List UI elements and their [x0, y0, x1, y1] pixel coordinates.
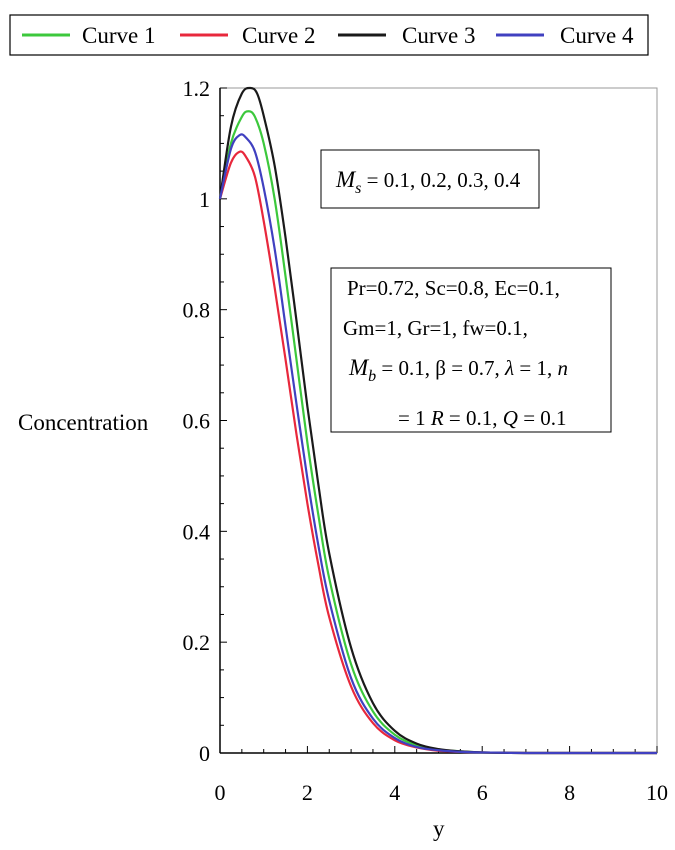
y-tick-label: 0.8: [183, 298, 211, 323]
x-tick-label: 6: [477, 780, 488, 805]
x-tick-label: 10: [646, 780, 668, 805]
annotation-ms-symbol: M: [335, 167, 357, 192]
annotation-ms-text: Ms = 0.1, 0.2, 0.3, 0.4: [335, 167, 521, 197]
annotation-params-box: [330, 267, 612, 433]
annotation-mb-symbol: M: [348, 355, 370, 380]
y-tick-label: 0.4: [183, 519, 211, 544]
x-tick-label: 4: [389, 780, 400, 805]
annotation-ms-box: [320, 149, 540, 209]
y-axis-title: Concentration: [18, 410, 149, 435]
series-layer: [218, 86, 657, 755]
legend-label-curve-2: Curve 2: [242, 23, 315, 48]
legend-label-curve-3: Curve 3: [402, 23, 475, 48]
annotation-params-line-1: Pr=0.72, Sc=0.8, Ec=0.1,: [347, 276, 560, 300]
x-axis-title: y: [433, 816, 445, 841]
y-tick-label: 0.6: [183, 409, 211, 434]
annotation-ms: Ms = 0.1, 0.2, 0.3, 0.4: [320, 149, 540, 209]
x-tick-label: 0: [215, 780, 226, 805]
y-tick-label: 1: [199, 187, 210, 212]
legend-label-curve-1: Curve 1: [82, 23, 155, 48]
annotation-n-symbol: n: [558, 356, 569, 380]
legend: Curve 1 Curve 2 Curve 3 Curve 4: [9, 14, 649, 56]
annotation-q-symbol: Q: [503, 406, 518, 430]
series-line-curve-4: [218, 133, 657, 755]
annotation-n-value: = 1: [398, 406, 431, 430]
annotation-ms-values: = 0.1, 0.2, 0.3, 0.4: [361, 168, 520, 192]
annotation-mb-subscript: b: [368, 368, 376, 385]
annotation-r-symbol: R: [430, 406, 444, 430]
annotation-ms-subscript: s: [355, 180, 361, 197]
annotation-params-line-4: = 1 R = 0.1, Q = 0.1: [398, 406, 567, 430]
annotation-mb-values: = 0.1, β = 0.7,: [376, 356, 505, 380]
annotation-lambda-symbol: λ: [504, 356, 514, 380]
annotation-params: Pr=0.72, Sc=0.8, Ec=0.1, Gm=1, Gr=1, fw=…: [330, 267, 612, 433]
annotation-q-value: = 0.1: [518, 406, 567, 430]
x-tick-label: 2: [302, 780, 313, 805]
y-tick-label: 0: [199, 741, 210, 766]
y-tick-label: 1.2: [183, 76, 211, 101]
legend-label-curve-4: Curve 4: [560, 23, 634, 48]
x-tick-label: 8: [564, 780, 575, 805]
annotation-lambda-value: = 1,: [514, 356, 557, 380]
annotation-params-line-2: Gm=1, Gr=1, fw=0.1,: [343, 316, 528, 340]
y-tick-label: 0.2: [183, 630, 211, 655]
annotation-params-line-3: Mb = 0.1, β = 0.7, λ = 1, n: [348, 355, 568, 385]
annotation-r-value: = 0.1,: [444, 406, 503, 430]
